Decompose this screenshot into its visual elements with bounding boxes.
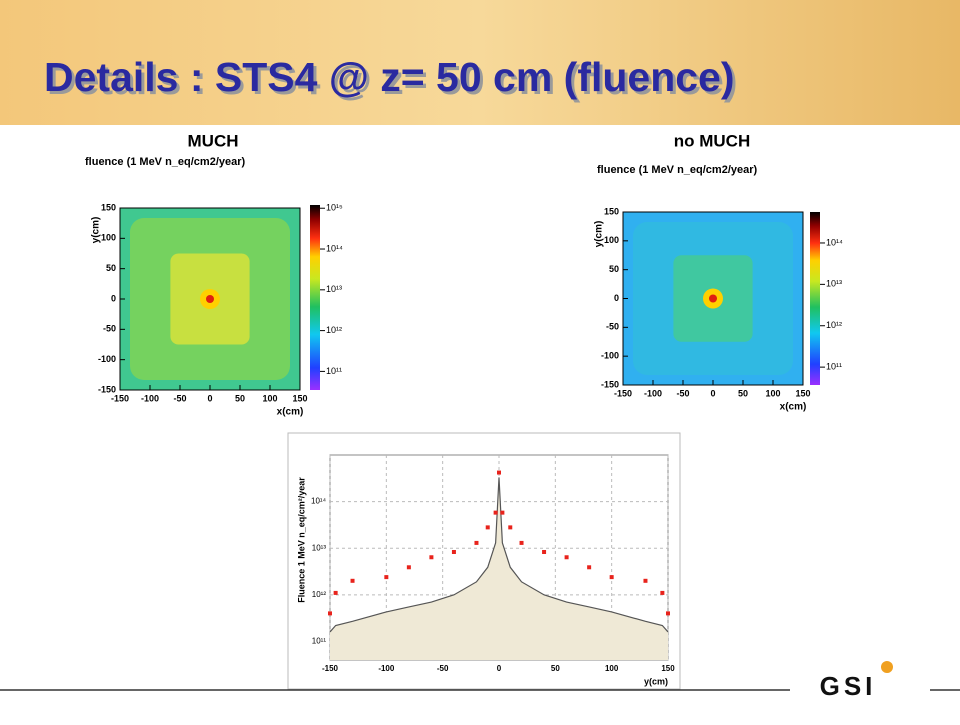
y-tick-label: -50 (103, 324, 116, 334)
colorbar (310, 205, 320, 390)
data-point (451, 549, 456, 554)
x-tick-label: 50 (551, 664, 560, 673)
x-tick-label: 50 (235, 393, 245, 403)
x-tick-label: -100 (378, 664, 395, 673)
data-point (429, 555, 434, 560)
panel-title: fluence (1 MeV n_eq/cm2/year) (597, 164, 758, 176)
colorbar-label: 10¹² (326, 325, 342, 335)
x-tick-label: -50 (676, 388, 689, 398)
data-point (406, 565, 411, 570)
data-point (474, 540, 479, 545)
colorbar-label: 10¹³ (326, 284, 342, 294)
colorbar-label: 10¹⁵ (326, 203, 343, 213)
y-tick-label: -50 (606, 322, 619, 332)
colorbar-label: 10¹¹ (326, 366, 342, 376)
y-tick-label: 100 (604, 235, 619, 245)
x-tick-label: -150 (111, 393, 129, 403)
header-band (0, 0, 960, 125)
y-tick-label: 100 (101, 233, 116, 243)
panel-title: fluence (1 MeV n_eq/cm2/year) (85, 156, 246, 168)
x-tick-label: -100 (141, 393, 159, 403)
logo-dot (881, 661, 893, 673)
x-tick-label: 100 (765, 388, 780, 398)
colorbar-label: 10¹⁴ (826, 237, 843, 247)
data-point (609, 575, 614, 580)
x-axis-label: x(cm) (277, 407, 304, 418)
data-point (497, 470, 501, 475)
data-point (384, 575, 389, 580)
y-tick-label: 10¹¹ (312, 637, 327, 646)
y-tick-label: -100 (98, 354, 116, 364)
heatmap-center (709, 294, 717, 303)
data-point (328, 611, 332, 616)
logo: GSI (820, 671, 877, 701)
y-tick-label: 150 (101, 202, 116, 212)
y-tick-label: 0 (614, 293, 619, 303)
x-tick-label: -50 (437, 664, 449, 673)
y-axis-label: y(cm) (91, 217, 102, 244)
x-axis-label: x(cm) (780, 402, 807, 413)
y-tick-label: 0 (111, 293, 116, 303)
x-tick-label: -100 (644, 388, 662, 398)
y-tick-label: 10¹³ (312, 543, 327, 552)
slide-title: Details : STS4 @ z= 50 cm (fluence) (44, 54, 735, 100)
data-point (508, 525, 513, 530)
colorbar-label: 10¹³ (826, 279, 842, 289)
data-point (542, 549, 547, 554)
x-tick-label: -50 (173, 393, 186, 403)
y-tick-label: 50 (106, 263, 116, 273)
y-tick-label: 50 (609, 264, 619, 274)
y-tick-label: -150 (601, 379, 619, 389)
data-point (587, 565, 592, 570)
profile-line (329, 477, 669, 633)
x-tick-label: 150 (292, 393, 307, 403)
data-point (564, 555, 569, 560)
colorbar (810, 212, 820, 385)
data-point (500, 510, 505, 515)
data-point (666, 611, 670, 616)
colorbar-label: 10¹¹ (826, 362, 842, 372)
data-point (519, 540, 524, 545)
panel-heading: no MUCH (674, 131, 750, 150)
x-tick-label: 0 (207, 393, 212, 403)
data-point (660, 590, 665, 595)
x-tick-label: 100 (262, 393, 277, 403)
data-point (485, 525, 490, 530)
y-axis-label: y(cm) (594, 221, 605, 248)
x-tick-label: 0 (497, 664, 502, 673)
data-point (333, 590, 338, 595)
x-tick-label: 100 (605, 664, 619, 673)
colorbar-label: 10¹⁴ (326, 243, 343, 253)
x-tick-label: 0 (710, 388, 715, 398)
colorbar-label: 10¹² (826, 320, 842, 330)
y-axis-label: Fluence 1 MeV n_eq/cm²/year (296, 477, 306, 603)
x-tick-label: -150 (614, 388, 632, 398)
y-tick-label: 10¹⁴ (311, 497, 327, 506)
panel-heading: MUCH (188, 131, 239, 150)
title-shadow: Details : STS4 @ z= 50 cm (fluence) (47, 57, 738, 103)
y-tick-label: -150 (98, 384, 116, 394)
profile-fill (330, 477, 668, 660)
y-tick-label: 150 (604, 206, 619, 216)
data-point (493, 510, 498, 515)
x-tick-label: 150 (795, 388, 810, 398)
heatmap-center (206, 295, 214, 303)
data-point (350, 578, 355, 583)
data-point (643, 578, 648, 583)
x-tick-label: -150 (322, 664, 339, 673)
x-tick-label: 50 (738, 388, 748, 398)
y-tick-label: 10¹² (312, 590, 327, 599)
x-tick-label: 150 (661, 664, 675, 673)
y-tick-label: -100 (601, 351, 619, 361)
x-axis-label: y(cm) (644, 676, 668, 686)
